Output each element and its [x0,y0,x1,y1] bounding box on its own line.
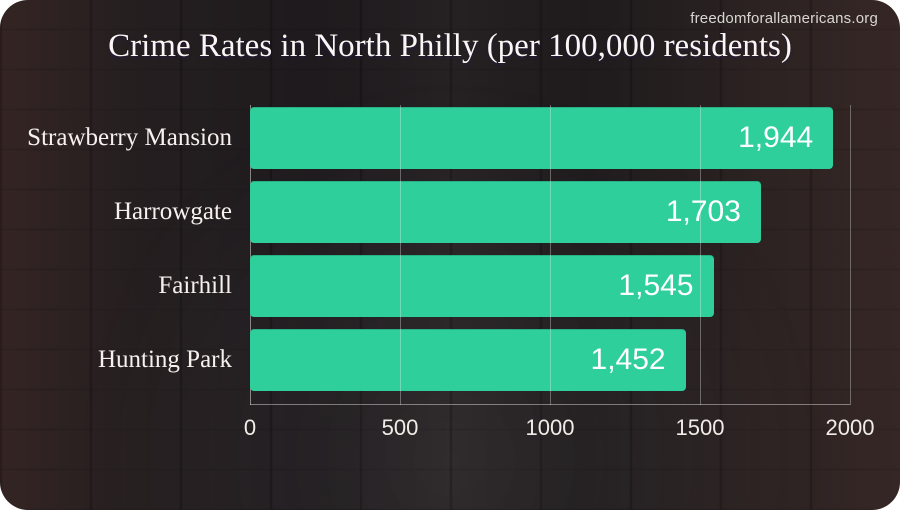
chart-title: Crime Rates in North Philly (per 100,000… [0,28,900,65]
x-gridline [550,105,551,405]
x-gridline [700,105,701,405]
bar: 1,452 [250,329,686,391]
source-watermark: freedomforallamericans.org [690,10,878,27]
bar-value: 1,545 [618,269,693,303]
x-tick-label: 0 [244,415,256,441]
category-label: Strawberry Mansion [27,124,250,152]
x-tick-label: 500 [382,415,419,441]
chart-card: freedomforallamericans.org Crime Rates i… [0,0,900,510]
bar: 1,545 [250,255,714,317]
bar-value: 1,452 [591,343,666,377]
x-tick-label: 2000 [826,415,875,441]
bar: 1,944 [250,107,833,169]
category-label: Fairhill [158,272,250,300]
x-tick-label: 1000 [526,415,575,441]
category-label: Hunting Park [98,346,250,374]
bar: 1,703 [250,181,761,243]
plot-area: Strawberry Mansion1,944Harrowgate1,703Fa… [250,105,850,405]
bar-value: 1,944 [738,121,813,155]
x-gridline [850,105,851,405]
category-label: Harrowgate [114,198,250,226]
x-gridline [400,105,401,405]
x-tick-label: 1500 [676,415,725,441]
bar-value: 1,703 [666,195,741,229]
